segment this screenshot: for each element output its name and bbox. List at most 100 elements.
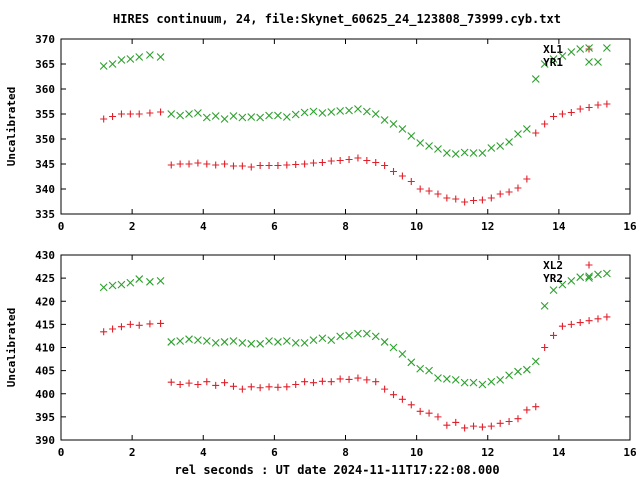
x-tick-label: 2 [129, 220, 136, 233]
data-point [309, 336, 318, 344]
data-point [434, 413, 442, 421]
data-point [203, 378, 211, 386]
y-tick-label: 395 [35, 411, 55, 424]
data-point [283, 161, 291, 169]
data-point [461, 198, 469, 206]
data-point [425, 366, 433, 375]
data-point [567, 277, 576, 285]
data-point [135, 110, 143, 118]
data-point [532, 403, 540, 411]
data-point [354, 105, 362, 113]
data-point [425, 142, 433, 150]
data-point [416, 139, 425, 147]
data-point [407, 401, 415, 409]
data-point [327, 378, 335, 386]
data-point [532, 129, 540, 137]
data-point [345, 375, 353, 383]
data-point [336, 107, 345, 115]
data-point [522, 365, 531, 374]
legend-marker [585, 45, 593, 53]
legend-label: XL1 [543, 43, 563, 56]
data-point [425, 187, 433, 195]
data-point [202, 113, 211, 122]
y-tick-label: 405 [35, 365, 55, 378]
data-point [117, 280, 126, 289]
series-cross [99, 269, 611, 389]
series-cross [99, 44, 611, 158]
data-point [126, 320, 134, 328]
data-point [416, 407, 424, 415]
data-point [452, 418, 460, 426]
data-point [602, 269, 611, 278]
y-tick-label: 410 [35, 342, 55, 355]
data-point [505, 188, 513, 196]
data-point [460, 378, 469, 387]
data-point [469, 378, 478, 387]
y-tick-label: 425 [35, 272, 55, 285]
data-point [478, 149, 487, 157]
data-point [318, 334, 327, 343]
data-point [117, 56, 126, 64]
data-point [585, 317, 593, 325]
x-tick-label: 12 [481, 446, 494, 459]
data-point [167, 110, 176, 118]
y-tick-label: 340 [35, 183, 55, 196]
data-point [247, 163, 255, 171]
data-point [194, 159, 202, 167]
data-point [398, 125, 407, 133]
data-point [380, 116, 389, 124]
data-point [461, 424, 469, 432]
data-point [108, 60, 117, 68]
data-point [156, 277, 165, 285]
data-point [371, 332, 380, 341]
data-point [443, 421, 451, 429]
data-point [514, 184, 522, 192]
data-point [576, 45, 585, 53]
data-point [194, 381, 202, 388]
data-point [212, 161, 220, 169]
x-tick-label: 6 [271, 446, 278, 459]
data-point [541, 120, 549, 128]
data-point [229, 162, 237, 170]
data-point [372, 378, 380, 386]
data-point [381, 162, 389, 169]
data-point [398, 395, 406, 403]
data-point [576, 273, 585, 282]
data-point [567, 48, 576, 56]
data-point [176, 381, 184, 388]
legend-marker [585, 261, 593, 269]
chart-title: HIRES continuum, 24, file:Skynet_60625_2… [113, 12, 561, 27]
data-point [442, 149, 451, 157]
x-tick-label: 14 [552, 446, 566, 459]
data-point [274, 338, 282, 346]
data-point [487, 194, 495, 202]
data-point [585, 44, 593, 52]
data-point [292, 161, 300, 168]
y-tick-label: 400 [35, 388, 55, 401]
legend-label: XL2 [543, 259, 563, 272]
y-axis-label: Uncalibrated [5, 308, 18, 387]
data-point [558, 110, 566, 118]
data-point [398, 172, 406, 180]
x-tick-label: 12 [481, 220, 494, 233]
data-point [362, 329, 371, 338]
data-point [117, 323, 125, 331]
data-point [460, 148, 469, 157]
data-point [389, 120, 398, 128]
data-point [301, 160, 309, 168]
data-point [407, 132, 416, 140]
data-point [202, 337, 211, 345]
data-point [354, 374, 362, 382]
plot-bottom: 390 395 400 405 410 415 420 425 430 0 2 4 6 8 10 12 14 16… [5, 249, 637, 459]
data-point [309, 379, 317, 387]
data-point [496, 419, 504, 427]
data-point [558, 52, 567, 60]
data-point [602, 44, 611, 52]
data-point [117, 110, 125, 118]
data-point [265, 383, 273, 391]
data-point [156, 53, 165, 61]
data-point [371, 110, 380, 118]
data-point [336, 375, 344, 383]
y-tick-label: 345 [35, 158, 55, 171]
data-point [381, 385, 389, 393]
